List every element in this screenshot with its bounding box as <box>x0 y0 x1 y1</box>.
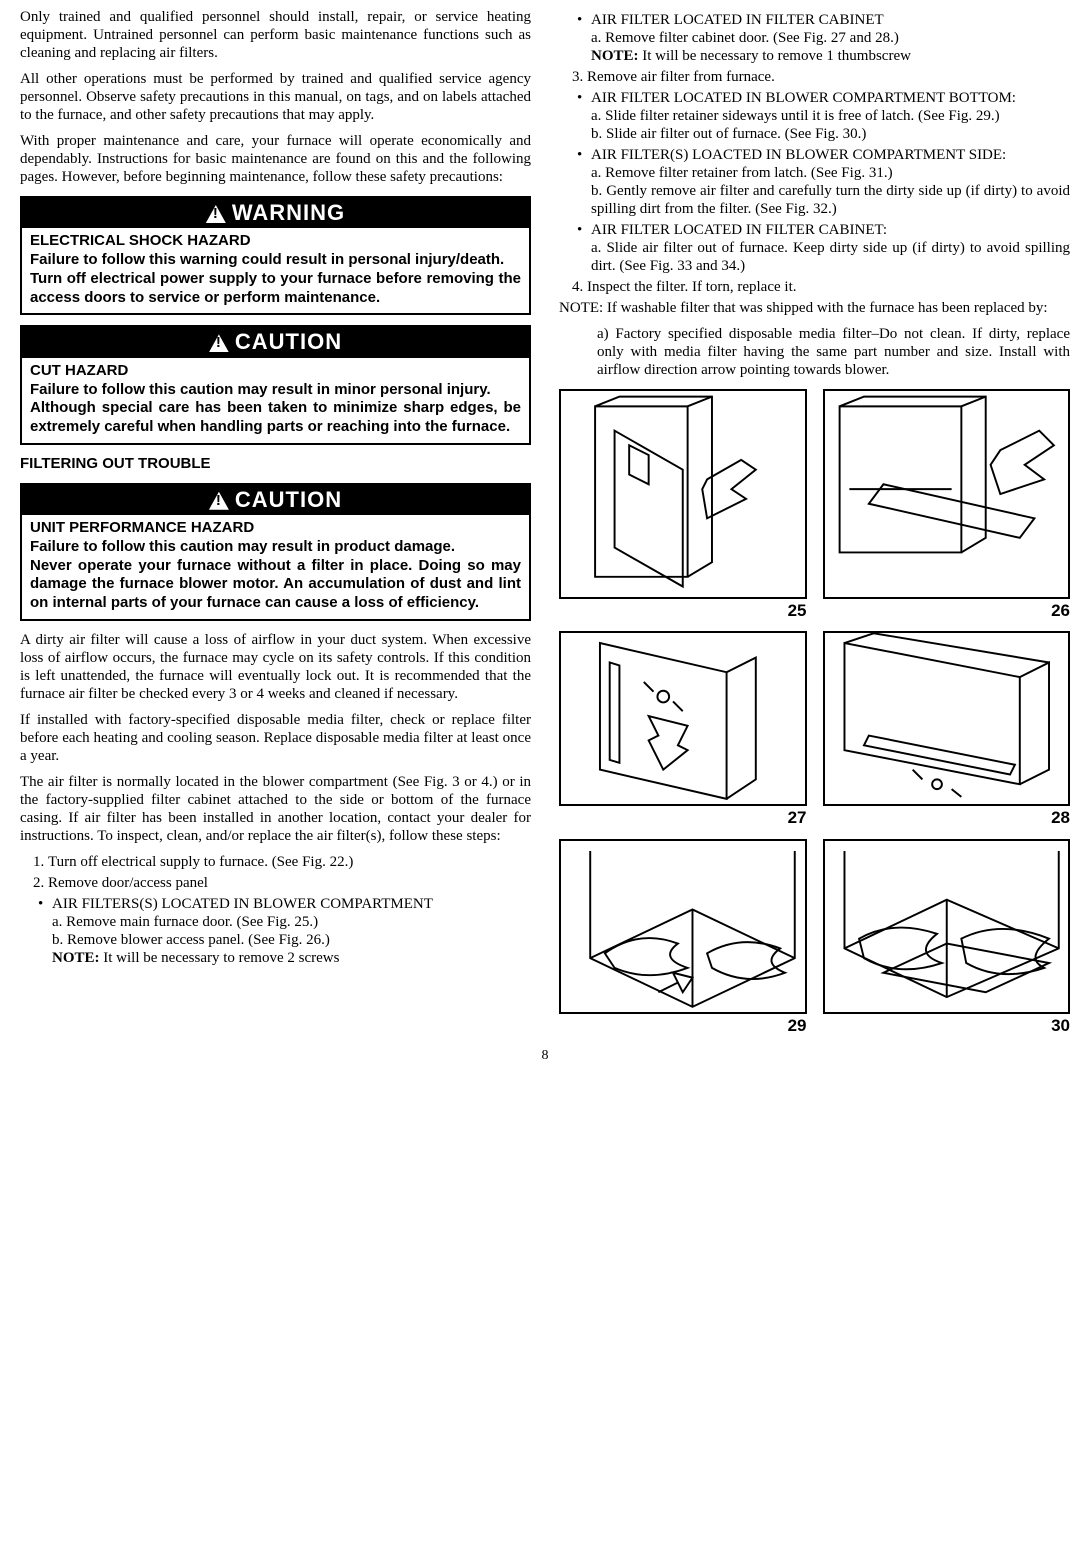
steps-list: Turn off electrical supply to furnace. (… <box>20 853 531 892</box>
warning-hazard: ELECTRICAL SHOCK HAZARD <box>30 232 251 249</box>
figure-28: 28 <box>823 631 1071 828</box>
bullet5-title: AIR FILTER LOCATED IN FILTER CABINET: <box>591 222 887 238</box>
intro-para-3: With proper maintenance and care, your f… <box>20 132 531 186</box>
figure-29: 29 <box>559 839 807 1036</box>
bullet-list-left: AIR FILTERS(S) LOCATED IN BLOWER COMPART… <box>20 895 531 967</box>
warning-header: WARNING <box>22 198 529 228</box>
bullet1-note: NOTE: It will be necessary to remove 2 s… <box>52 949 531 967</box>
bullet3-b: b. Slide air filter out of furnace. (See… <box>591 125 1070 143</box>
figure-27-box <box>559 631 807 806</box>
caution1-line1: Failure to follow this caution may resul… <box>30 381 491 398</box>
figure-26-illustration <box>825 391 1069 597</box>
warning-body: ELECTRICAL SHOCK HAZARD Failure to follo… <box>22 228 529 313</box>
filter-para-1: A dirty air filter will cause a loss of … <box>20 631 531 703</box>
bullet-list-right-top: AIR FILTER LOCATED IN FILTER CABINET a. … <box>559 11 1070 65</box>
caution1-line2: Although special care has been taken to … <box>30 399 521 435</box>
note-text-2: It will be necessary to remove 1 thumbsc… <box>639 48 911 64</box>
bullet3-a: a. Slide filter retainer sideways until … <box>591 107 1070 125</box>
intro-para-1: Only trained and qualified personnel sho… <box>20 8 531 62</box>
bullet4-title: AIR FILTER(S) LOACTED IN BLOWER COMPARTM… <box>591 147 1006 163</box>
note-label-2: NOTE: <box>591 48 639 64</box>
figure-29-label: 29 <box>559 1016 807 1036</box>
step-4: Inspect the filter. If torn, replace it. <box>587 278 1070 296</box>
bullet1-a: a. Remove main furnace door. (See Fig. 2… <box>52 913 531 931</box>
figure-25-label: 25 <box>559 601 807 621</box>
page-number: 8 <box>20 1048 1070 1065</box>
bullet3-title: AIR FILTER LOCATED IN BLOWER COMPARTMENT… <box>591 90 1016 106</box>
figure-26: 26 <box>823 389 1071 621</box>
warning-line1: Failure to follow this warning could res… <box>30 251 504 268</box>
caution-box-1: CAUTION CUT HAZARD Failure to follow thi… <box>20 325 531 444</box>
figure-26-box <box>823 389 1071 599</box>
figure-row-3: 29 30 <box>559 839 1070 1036</box>
step-2: Remove door/access panel <box>48 874 531 892</box>
figure-25-illustration <box>561 391 805 597</box>
caution-header-1: CAUTION <box>22 327 529 357</box>
bullet5-a: a. Slide air filter out of furnace. Keep… <box>591 239 1070 275</box>
bullet4-b: b. Gently remove air filter and carefull… <box>591 182 1070 218</box>
caution-header-2: CAUTION <box>22 485 529 515</box>
figure-29-illustration <box>561 841 805 1012</box>
step-1: Turn off electrical supply to furnace. (… <box>48 853 531 871</box>
filter-para-2: If installed with factory-specified disp… <box>20 711 531 765</box>
figure-25: 25 <box>559 389 807 621</box>
note-washable-intro: NOTE: If washable filter that was shippe… <box>559 300 1048 316</box>
caution-box-2: CAUTION UNIT PERFORMANCE HAZARD Failure … <box>20 483 531 621</box>
section-heading: FILTERING OUT TROUBLE <box>20 455 531 473</box>
caution2-line2: Never operate your furnace without a fil… <box>30 557 521 612</box>
figure-29-box <box>559 839 807 1014</box>
warning-line2: Turn off electrical power supply to your… <box>30 270 521 306</box>
figure-30-label: 30 <box>823 1016 1071 1036</box>
figure-28-illustration <box>825 633 1069 804</box>
note-text: It will be necessary to remove 2 screws <box>100 950 340 966</box>
bullet-list-right: AIR FILTER LOCATED IN BLOWER COMPARTMENT… <box>559 89 1070 275</box>
figure-row-1: 25 26 <box>559 389 1070 621</box>
bullet-bottom: AIR FILTER LOCATED IN BLOWER COMPARTMENT… <box>591 89 1070 143</box>
right-column: AIR FILTER LOCATED IN FILTER CABINET a. … <box>559 8 1070 1036</box>
caution2-line1: Failure to follow this caution may resul… <box>30 538 455 555</box>
steps-list-cont: Remove air filter from furnace. <box>559 68 1070 86</box>
warning-box: WARNING ELECTRICAL SHOCK HAZARD Failure … <box>20 196 531 315</box>
figure-30: 30 <box>823 839 1071 1036</box>
note-label: NOTE: <box>52 950 100 966</box>
bullet-blower-compartment: AIR FILTERS(S) LOCATED IN BLOWER COMPART… <box>52 895 531 967</box>
caution-body-2: UNIT PERFORMANCE HAZARD Failure to follo… <box>22 515 529 619</box>
step-3: Remove air filter from furnace. <box>587 68 1070 86</box>
figure-25-box <box>559 389 807 599</box>
figure-27-label: 27 <box>559 808 807 828</box>
figure-30-illustration <box>825 841 1069 1012</box>
two-column-layout: Only trained and qualified personnel sho… <box>20 8 1070 1036</box>
caution2-hazard: UNIT PERFORMANCE HAZARD <box>30 519 254 536</box>
intro-para-2: All other operations must be performed b… <box>20 70 531 124</box>
figure-27-illustration <box>561 633 805 804</box>
bullet4-a: a. Remove filter retainer from latch. (S… <box>591 164 1070 182</box>
left-column: Only trained and qualified personnel sho… <box>20 8 531 1036</box>
figure-28-box <box>823 631 1071 806</box>
bullet1-title: AIR FILTERS(S) LOCATED IN BLOWER COMPART… <box>52 896 433 912</box>
note-washable-a: a) Factory specified disposable media fi… <box>559 325 1070 379</box>
bullet-side: AIR FILTER(S) LOACTED IN BLOWER COMPARTM… <box>591 146 1070 218</box>
figure-row-2: 27 28 <box>559 631 1070 828</box>
figure-30-box <box>823 839 1071 1014</box>
bullet2-a: a. Remove filter cabinet door. (See Fig.… <box>591 29 1070 47</box>
bullet-filter-cabinet: AIR FILTER LOCATED IN FILTER CABINET a. … <box>591 11 1070 65</box>
steps-list-end: Inspect the filter. If torn, replace it. <box>559 278 1070 296</box>
figure-27: 27 <box>559 631 807 828</box>
note-washable: NOTE: If washable filter that was shippe… <box>559 299 1070 317</box>
caution-body-1: CUT HAZARD Failure to follow this cautio… <box>22 358 529 443</box>
figure-26-label: 26 <box>823 601 1071 621</box>
bullet1-b: b. Remove blower access panel. (See Fig.… <box>52 931 531 949</box>
caution1-hazard: CUT HAZARD <box>30 362 128 379</box>
bullet2-note: NOTE: It will be necessary to remove 1 t… <box>591 47 1070 65</box>
figure-28-label: 28 <box>823 808 1071 828</box>
bullet-cabinet-2: AIR FILTER LOCATED IN FILTER CABINET: a.… <box>591 221 1070 275</box>
bullet2-title: AIR FILTER LOCATED IN FILTER CABINET <box>591 12 884 28</box>
filter-para-3: The air filter is normally located in th… <box>20 773 531 845</box>
